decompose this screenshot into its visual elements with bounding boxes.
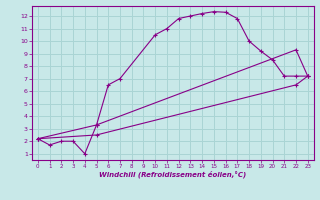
X-axis label: Windchill (Refroidissement éolien,°C): Windchill (Refroidissement éolien,°C) [99,171,246,178]
